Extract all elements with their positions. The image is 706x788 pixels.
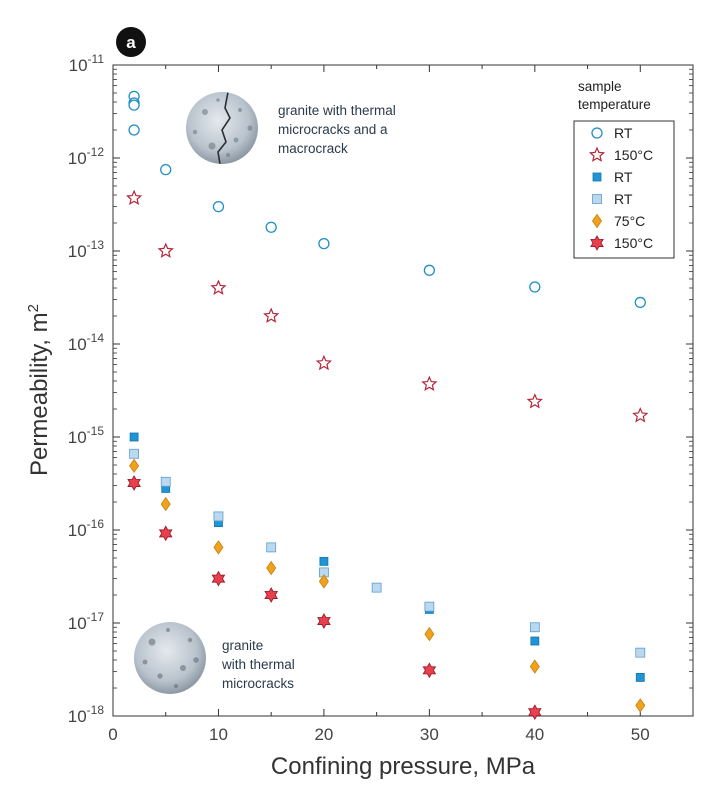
point-series-0 (529, 281, 541, 293)
point-series-4 (318, 574, 329, 589)
point-series-5 (211, 570, 226, 587)
legend-box (573, 120, 675, 259)
annotation-bottom: granite with thermal microcracks (221, 638, 299, 691)
point-series-2 (635, 673, 645, 682)
point-series-0 (128, 124, 140, 136)
point-series-0 (318, 237, 330, 250)
point-series-1 (157, 242, 174, 258)
y-tick-label: 10-13 (68, 238, 105, 261)
granite-microcracks-image (134, 622, 206, 694)
y-axis-label: Permeability, m2 (25, 304, 53, 476)
point-series-5 (527, 704, 542, 721)
point-series-1 (632, 407, 649, 423)
granite-macrocrack-image (186, 92, 258, 164)
point-series-1 (210, 279, 227, 295)
data-points (125, 90, 649, 721)
series-2 (129, 432, 645, 682)
point-series-4 (213, 540, 224, 555)
point-series-3 (213, 511, 224, 522)
legend-label: 150°C (614, 235, 653, 251)
point-series-1 (421, 375, 438, 392)
point-series-5 (158, 525, 173, 542)
point-series-0 (634, 296, 646, 309)
point-series-0 (212, 200, 225, 213)
annotation-top: granite with thermal microcracks and a m… (278, 103, 400, 156)
legend-label: RT (614, 125, 633, 141)
point-series-1 (526, 393, 543, 409)
y-axis-label-text: Permeability, m (26, 312, 53, 476)
x-tick-label: 0 (108, 725, 117, 744)
point-series-4 (129, 458, 140, 474)
y-tick-label: 10-14 (68, 331, 105, 354)
point-series-0 (128, 99, 140, 111)
legend-title-line2: temperature (578, 97, 651, 112)
point-series-4 (424, 626, 435, 642)
legend-label: RT (614, 191, 633, 207)
point-series-3 (266, 542, 277, 553)
series-3 (129, 448, 646, 658)
y-tick-label: 10-18 (68, 703, 105, 726)
legend-marker (592, 213, 602, 229)
y-axis-label-exp: 2 (25, 304, 42, 312)
x-tick-label: 30 (420, 725, 439, 744)
legend-marker (592, 172, 602, 182)
legend-marker (588, 146, 606, 162)
point-series-2 (319, 556, 329, 566)
series-4 (129, 458, 646, 713)
legend-title-line1: sample (578, 79, 622, 94)
legend: sample temperature RT 150°C RT RT 75°C 150°C (573, 79, 675, 259)
point-series-3 (129, 448, 139, 459)
point-series-4 (635, 698, 646, 713)
y-tick-label: 10-17 (68, 610, 105, 633)
y-tick-labels: 10-11 10-12 10-13 10-14 10-15 10-16 10-17 10-18 (68, 52, 105, 726)
x-tick-label: 10 (209, 725, 228, 744)
point-series-3 (160, 476, 171, 487)
point-series-3 (371, 582, 382, 593)
point-series-3 (529, 622, 540, 633)
point-series-2 (530, 636, 540, 646)
point-series-4 (529, 659, 540, 674)
point-series-1 (125, 189, 143, 206)
legend-marker (592, 194, 602, 204)
point-series-3 (635, 647, 646, 658)
legend-label: 150°C (614, 147, 653, 163)
point-series-4 (160, 496, 171, 512)
axis-ticks (112, 64, 694, 717)
x-tick-labels: 0 10 20 30 40 50 (108, 725, 649, 744)
point-series-1 (263, 307, 280, 323)
plot-frame (112, 64, 694, 717)
x-tick-label: 20 (314, 725, 333, 744)
point-series-4 (266, 560, 277, 576)
y-tick-label: 10-11 (69, 52, 105, 75)
point-series-0 (423, 264, 436, 276)
series-0 (128, 90, 646, 309)
x-tick-label: 50 (631, 725, 650, 744)
point-series-0 (160, 163, 172, 176)
point-series-5 (422, 662, 437, 679)
y-tick-label: 10-12 (68, 145, 105, 168)
point-series-5 (127, 475, 141, 491)
svg-text:a: a (126, 33, 136, 52)
y-tick-label: 10-15 (68, 424, 105, 447)
legend-marker (590, 235, 604, 251)
series-1 (125, 189, 649, 423)
point-series-2 (129, 432, 139, 442)
legend-marker (591, 127, 603, 139)
point-series-5 (317, 613, 331, 629)
point-series-1 (315, 354, 333, 371)
legend-label: 75°C (614, 213, 645, 229)
series-5 (127, 475, 542, 721)
panel-label: a (116, 27, 146, 57)
point-series-5 (264, 587, 279, 603)
point-series-0 (265, 221, 277, 233)
point-series-3 (424, 601, 435, 612)
legend-label: RT (614, 169, 633, 185)
y-tick-label: 10-16 (68, 517, 105, 540)
x-axis-label: Confining pressure, MPa (271, 753, 536, 780)
x-tick-label: 40 (525, 725, 544, 744)
